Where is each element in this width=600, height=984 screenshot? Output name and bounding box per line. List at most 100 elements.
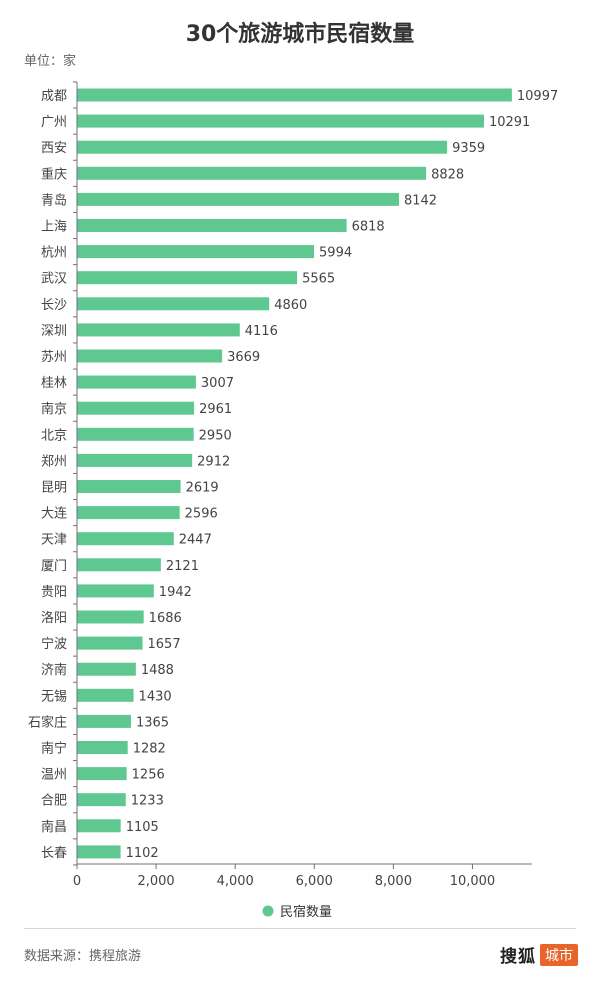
data-label: 1488 <box>141 663 174 678</box>
data-label: 10291 <box>489 115 530 130</box>
bar <box>77 401 195 415</box>
bar <box>77 636 143 650</box>
brand-tag: 城市 <box>540 943 578 966</box>
bar <box>77 114 484 128</box>
y-tick-label: 厦门 <box>41 559 67 574</box>
y-tick-label: 深圳 <box>41 324 67 339</box>
data-label: 2121 <box>166 559 199 574</box>
y-tick-label: 济南 <box>41 662 67 678</box>
bar <box>77 192 399 206</box>
data-label: 4860 <box>274 298 307 313</box>
bar <box>77 271 298 285</box>
y-tick-label: 北京 <box>41 428 67 443</box>
y-tick-label: 苏州 <box>41 349 67 365</box>
y-tick-label: 南京 <box>41 401 67 417</box>
data-label: 2619 <box>186 481 219 496</box>
data-label: 3669 <box>227 350 260 365</box>
data-label: 3007 <box>201 376 234 391</box>
data-label: 2912 <box>197 454 230 469</box>
bar <box>77 793 126 807</box>
data-label: 1365 <box>136 715 169 730</box>
legend-label: 民宿数量 <box>280 904 332 920</box>
bar <box>77 767 127 781</box>
y-tick-label: 天津 <box>41 533 67 548</box>
bar <box>77 506 180 520</box>
y-tick-label: 大连 <box>41 506 67 522</box>
y-tick-label: 南昌 <box>41 819 67 835</box>
bar <box>77 245 315 259</box>
data-label: 1256 <box>132 768 165 783</box>
y-tick-label: 长春 <box>41 846 67 861</box>
bar <box>77 584 154 598</box>
y-tick-label: 广州 <box>41 115 67 130</box>
bar <box>77 349 223 363</box>
data-label: 1282 <box>133 742 166 757</box>
bar <box>77 819 121 833</box>
data-label: 8828 <box>431 167 464 182</box>
bar <box>77 88 512 102</box>
unit-label: 单位：家 <box>24 54 77 69</box>
data-label: 1430 <box>139 689 172 704</box>
y-tick-label: 石家庄 <box>28 714 67 730</box>
data-label: 9359 <box>452 141 485 156</box>
bar-chart: 成都 10997 广州 10291 西安 9359 重庆 8828 青岛 8142 上海 6818 杭州… <box>28 81 558 920</box>
brand-name: 搜狐 <box>500 947 536 967</box>
data-label: 2447 <box>179 533 212 548</box>
y-tick-label: 昆明 <box>41 481 67 496</box>
x-tick-label: 8,000 <box>375 874 412 889</box>
y-tick-label: 长沙 <box>41 298 67 313</box>
brand-logo: 搜狐 城市 <box>500 942 578 967</box>
x-tick-label: 0 <box>73 874 81 889</box>
data-label: 1105 <box>126 820 159 835</box>
y-tick-label: 西安 <box>41 141 67 156</box>
y-tick-label: 桂林 <box>41 376 67 391</box>
y-tick-label: 青岛 <box>41 192 67 208</box>
bar <box>77 453 193 467</box>
bar <box>77 714 131 728</box>
data-label: 6818 <box>352 220 385 235</box>
bar <box>77 845 121 859</box>
bar <box>77 140 448 154</box>
bar <box>77 662 136 676</box>
bar <box>77 297 270 311</box>
y-tick-label: 成都 <box>41 89 67 104</box>
source-note: 数据来源：携程旅游 <box>24 949 142 964</box>
y-tick-label: 武汉 <box>41 272 67 287</box>
y-tick-label: 南宁 <box>41 741 67 757</box>
data-label: 2950 <box>199 428 232 443</box>
bar <box>77 741 128 754</box>
bar <box>77 610 144 624</box>
footer-divider <box>24 928 576 929</box>
y-tick-label: 郑州 <box>41 454 67 469</box>
chart-title: 30个旅游城市民宿数量 <box>185 22 415 47</box>
legend-marker <box>262 905 274 917</box>
data-label: 5565 <box>302 272 335 287</box>
x-tick-label: 2,000 <box>137 874 174 889</box>
bar <box>77 219 347 232</box>
data-label: 8142 <box>404 193 437 208</box>
x-tick-label: 10,000 <box>450 874 496 889</box>
bar <box>77 532 174 546</box>
y-tick-label: 无锡 <box>41 689 67 704</box>
data-label: 1233 <box>131 794 164 809</box>
bar <box>77 166 427 180</box>
y-tick-label: 宁波 <box>41 636 67 652</box>
bar <box>77 480 181 493</box>
x-tick-label: 4,000 <box>217 874 254 889</box>
x-tick-label: 6,000 <box>296 874 333 889</box>
bar <box>77 375 196 389</box>
y-tick-label: 杭州 <box>41 246 67 261</box>
data-label: 4116 <box>245 324 278 339</box>
y-tick-label: 合肥 <box>41 794 67 809</box>
data-label: 2961 <box>199 402 232 417</box>
y-tick-label: 上海 <box>41 220 67 235</box>
data-label: 2596 <box>185 507 218 522</box>
data-label: 1686 <box>149 611 182 626</box>
data-label: 1102 <box>126 846 159 861</box>
bar <box>77 427 194 441</box>
bar <box>77 323 240 337</box>
data-label: 5994 <box>319 246 352 261</box>
y-tick-label: 重庆 <box>41 166 67 182</box>
y-tick-label: 贵阳 <box>41 585 67 600</box>
y-tick-label: 洛阳 <box>41 611 67 626</box>
